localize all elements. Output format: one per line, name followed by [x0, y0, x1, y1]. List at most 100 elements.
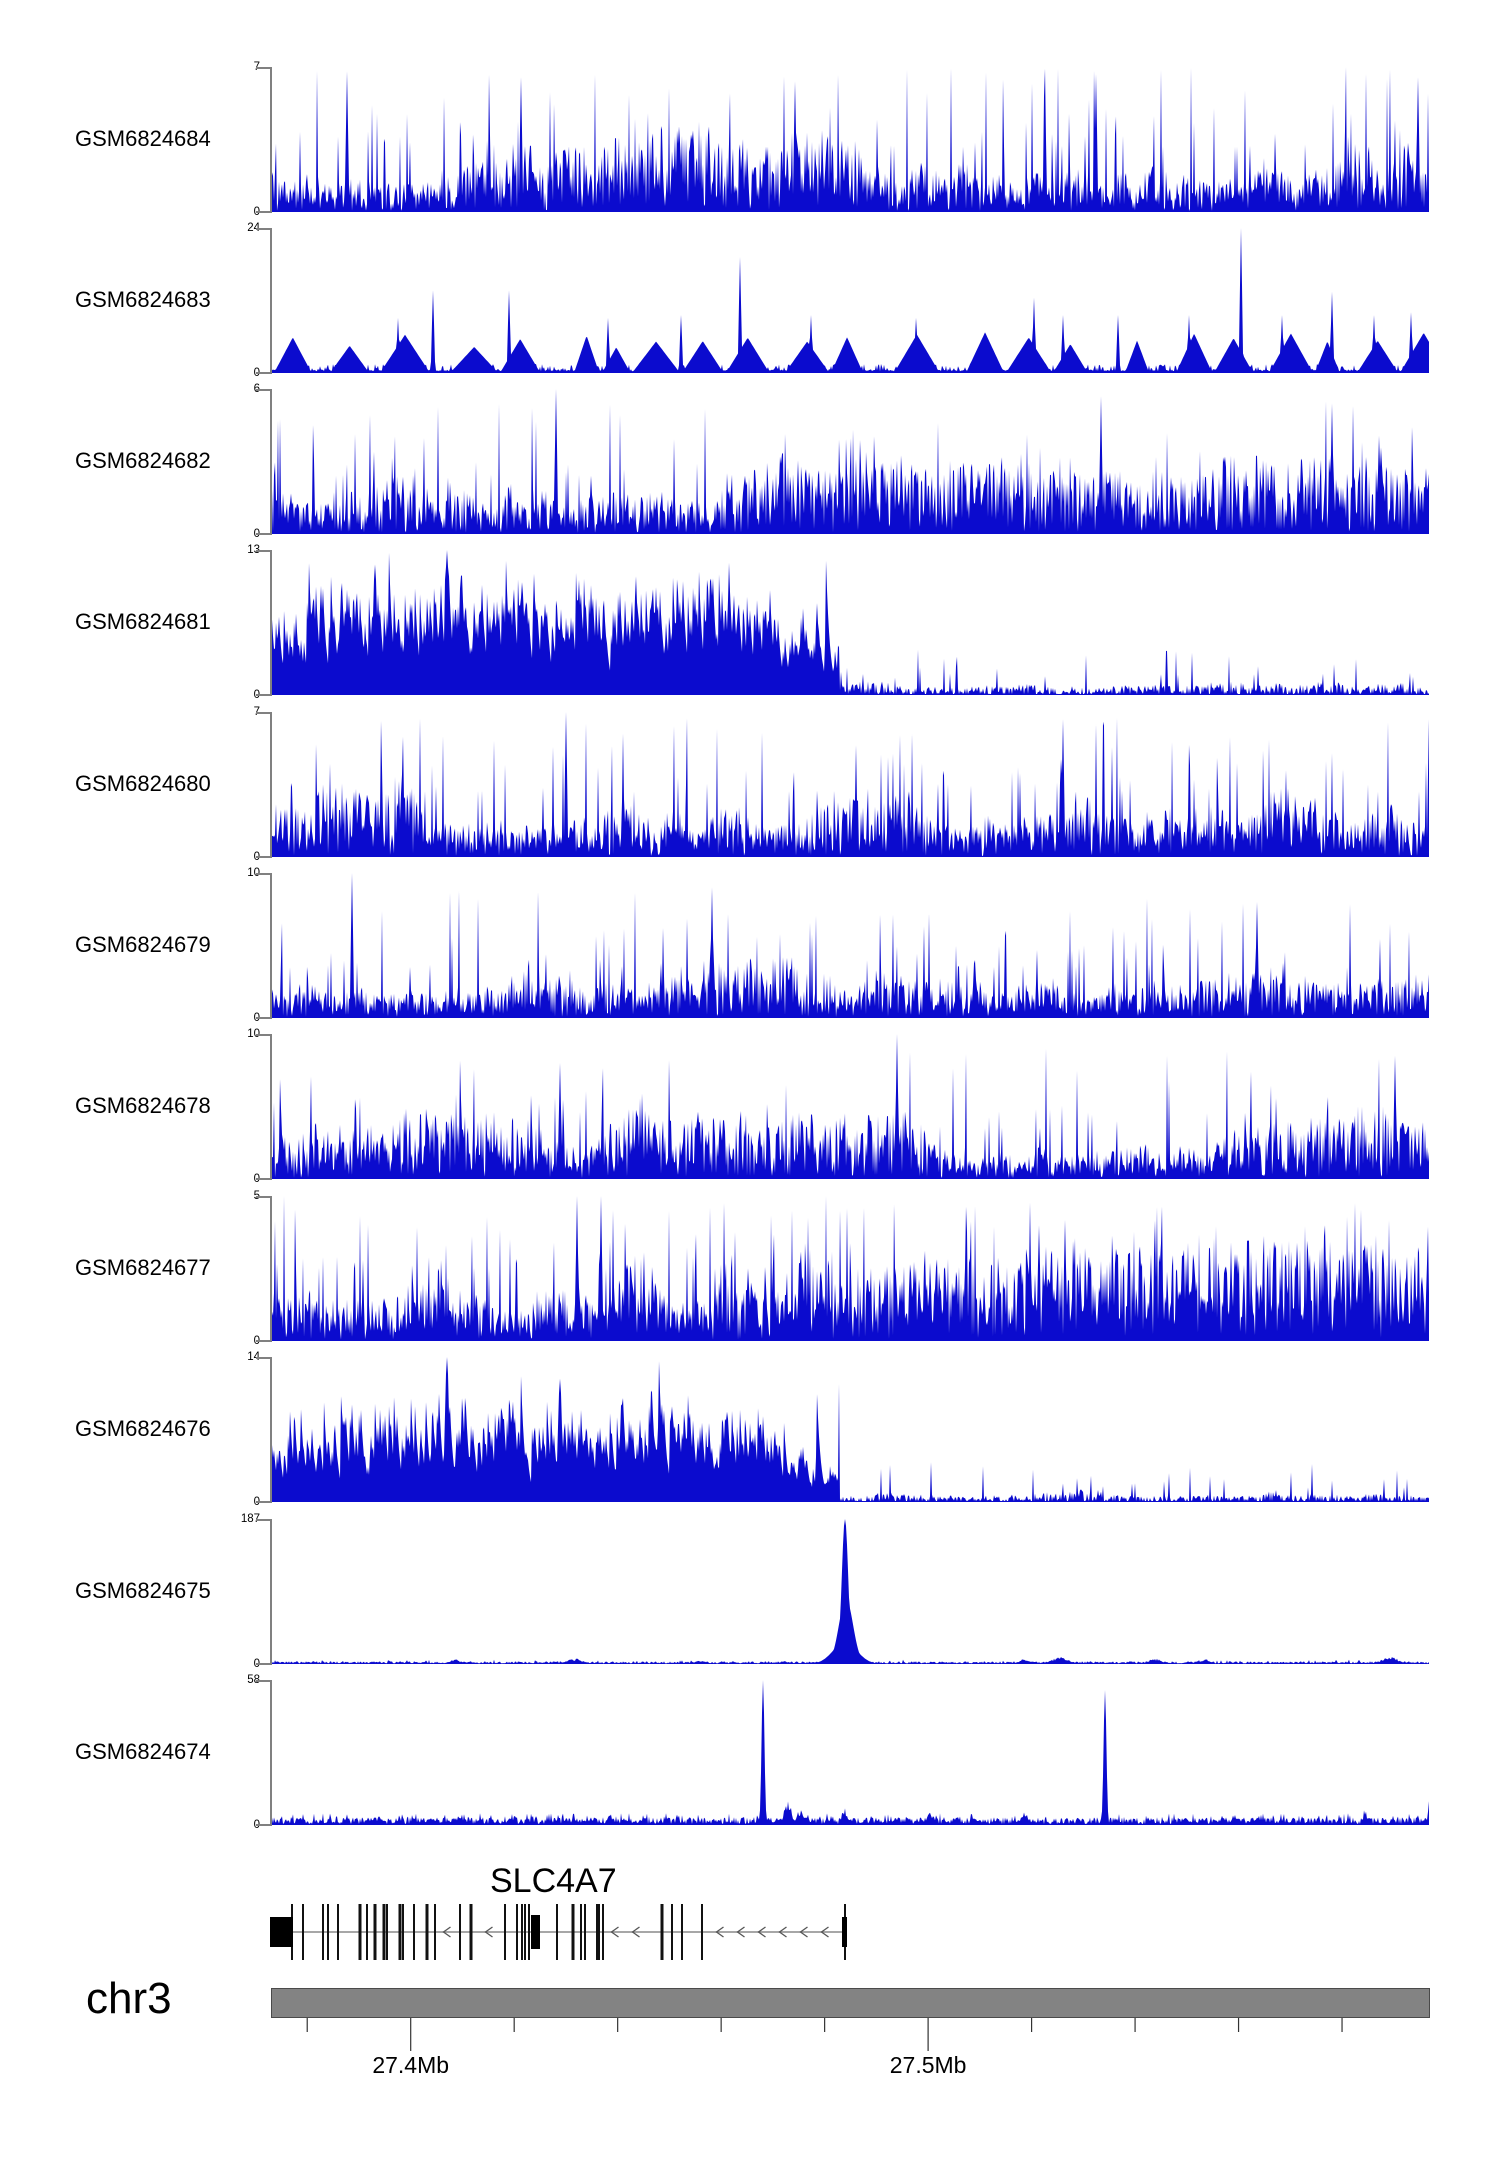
y-axis-line [270, 1680, 272, 1826]
coverage-area [272, 873, 1429, 1018]
gene-model [270, 1904, 847, 1960]
coverage-signal [272, 1196, 1429, 1341]
exon-tick [469, 1904, 473, 1960]
y-axis-bottom-tick [256, 1663, 270, 1665]
strand-arrow-icon [757, 1926, 766, 1938]
exon-tick [358, 1904, 362, 1960]
y-axis-zero-label: 0 [140, 1818, 260, 1832]
y-axis-bottom-tick [256, 1824, 270, 1826]
strand-arrow-icon [442, 1926, 451, 1938]
exon-tick [556, 1904, 558, 1960]
y-axis-top-tick [256, 1196, 270, 1198]
strand-arrow-icon [484, 1926, 493, 1938]
track-row: GSM6824684 7 0 [0, 61, 1500, 218]
track-label: GSM6824681 [75, 609, 211, 634]
y-axis-top-tick [256, 1357, 270, 1359]
y-axis-max-label: 7 [140, 705, 260, 719]
y-axis-line [270, 1519, 272, 1665]
exon-tick [701, 1904, 703, 1960]
track-row: GSM6824675 187 0 [0, 1513, 1500, 1670]
y-axis-bottom-tick [256, 1178, 270, 1180]
track-label: GSM6824683 [75, 287, 211, 312]
track-label: GSM6824679 [75, 932, 211, 957]
coverage-signal [272, 228, 1429, 373]
axis-tick-label-27-4mb: 27.4Mb [372, 2052, 450, 2078]
y-axis-max-label: 10 [247, 867, 260, 879]
track-row: GSM6824680 7 0 [0, 706, 1500, 863]
track-label: GSM6824674 [75, 1739, 211, 1764]
y-axis-bottom-tick [256, 533, 270, 535]
y-axis-zero-label: 0 [140, 527, 260, 541]
exon-tick [459, 1904, 461, 1960]
y-axis-top-tick [256, 228, 270, 230]
y-axis-bottom-tick [256, 856, 270, 858]
y-axis-zero-label: 0 [140, 1495, 260, 1509]
exon-tick [528, 1904, 530, 1960]
track-label: GSM6824675 [75, 1578, 211, 1603]
exon-tick [580, 1904, 582, 1960]
strand-arrow-icon [610, 1926, 619, 1938]
exon-tick [386, 1904, 388, 1960]
y-axis-zero-label: 0 [140, 205, 260, 219]
coverage-area [272, 1357, 1429, 1502]
y-axis-zero-label: 0 [140, 1657, 260, 1671]
strand-arrow-icon [820, 1926, 829, 1938]
y-axis-bottom-tick [256, 694, 270, 696]
coverage-area [272, 1034, 1429, 1179]
exon-box [842, 1917, 847, 1947]
exon-tick [598, 1904, 600, 1960]
coverage-signal [272, 1357, 1429, 1502]
coverage-area [272, 1196, 1429, 1341]
exon-tick [584, 1904, 586, 1960]
y-axis-max-label: 13 [247, 544, 260, 556]
strand-arrow-icon [799, 1926, 808, 1938]
track-label: GSM6824677 [75, 1255, 211, 1280]
y-axis-top-tick [256, 1519, 270, 1521]
coverage-signal [272, 1680, 1429, 1825]
coverage-area [272, 712, 1429, 857]
y-axis-max-label: 7 [140, 60, 260, 74]
exon-tick [327, 1904, 329, 1960]
exon-tick [434, 1904, 436, 1960]
exon-tick [382, 1904, 386, 1960]
exon-tick [337, 1904, 339, 1960]
exon-tick [596, 1904, 598, 1960]
coverage-signal [272, 1519, 1429, 1664]
coverage-signal [272, 550, 1429, 695]
track-row: GSM6824678 10 0 [0, 1028, 1500, 1185]
track-label: GSM6824676 [75, 1416, 211, 1441]
track-label: GSM6824678 [75, 1093, 211, 1118]
y-axis-zero-label: 0 [140, 1334, 260, 1348]
exon-tick [504, 1904, 506, 1960]
track-row: GSM6824683 24 0 [0, 222, 1500, 379]
coordinate-axis-ticks [306, 2018, 1343, 2051]
y-axis-zero-label: 0 [140, 1172, 260, 1186]
y-axis-max-label: 10 [247, 1028, 260, 1040]
axis-tick-label-27-5mb: 27.5Mb [889, 2052, 967, 2078]
y-axis-line [270, 1196, 272, 1342]
coverage-area [272, 389, 1429, 534]
y-axis-zero-label: 0 [140, 1011, 260, 1025]
exon-tick [366, 1904, 368, 1960]
y-axis-top-tick [256, 1680, 270, 1682]
exon-tick [425, 1904, 429, 1960]
y-axis-bottom-tick [256, 1017, 270, 1019]
track-row: GSM6824682 6 0 [0, 383, 1500, 540]
exon-tick [571, 1904, 575, 1960]
y-axis-bottom-tick [256, 1340, 270, 1342]
track-row: GSM6824679 10 0 [0, 867, 1500, 1024]
chromosome-ideogram-bar [271, 1988, 1430, 2018]
exon-tick [322, 1904, 324, 1960]
exon-tick [602, 1904, 604, 1960]
exon-tick [302, 1904, 304, 1960]
strand-arrow-icon [778, 1926, 787, 1938]
y-axis-max-label: 5 [140, 1189, 260, 1203]
coverage-signal [272, 873, 1429, 1018]
y-axis-max-label: 187 [240, 1513, 260, 1525]
y-axis-line [270, 67, 272, 213]
exon-box [270, 1917, 293, 1947]
y-axis-max-label: 14 [247, 1351, 260, 1363]
strand-arrow-icon [631, 1926, 640, 1938]
y-axis-line [270, 1357, 272, 1503]
